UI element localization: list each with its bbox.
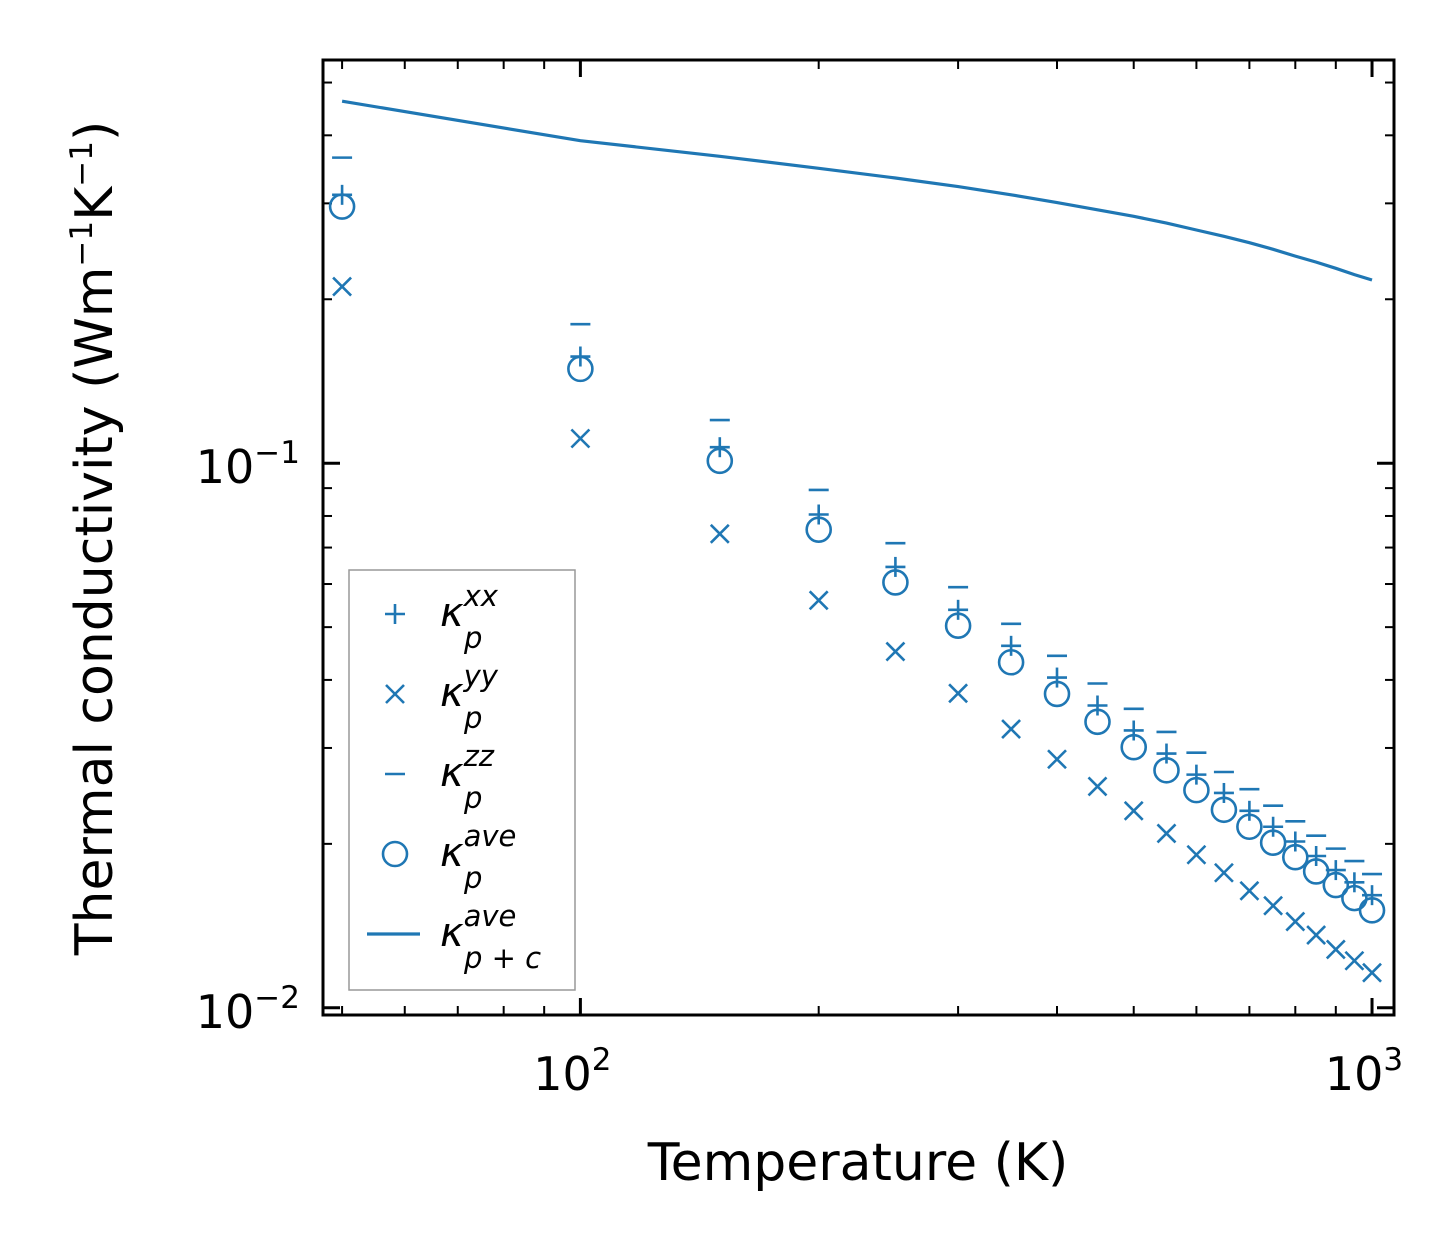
data-point [709,437,730,458]
y-tick-label: 10−2 [196,980,300,1039]
legend-frame [348,569,576,991]
data-point [1239,880,1260,901]
data-point [1263,816,1284,837]
data-point [1263,895,1284,916]
data-point [1306,845,1327,866]
data-point [1001,719,1022,739]
data-point [1239,800,1260,821]
data-point [948,599,969,620]
series-layer [328,99,1386,983]
data-point [1362,962,1382,983]
data-point [1186,764,1207,785]
legend-label: κave [440,899,516,956]
data-point [1084,708,1111,736]
data-point [1210,796,1238,824]
data-point [1302,858,1330,885]
data-point [1285,831,1306,852]
data-point [706,447,734,475]
data-point [1282,843,1309,871]
data-point [1156,823,1177,844]
data-point [1213,782,1234,803]
data-point [1325,939,1346,960]
data-point [1285,911,1306,932]
data-point [1153,756,1180,784]
data-point [1123,720,1144,741]
plot-frame [321,58,1396,1017]
legend-subscript: p [463,621,482,655]
y-tick-label: 10−1 [196,435,300,494]
data-point [1120,733,1148,761]
series-line [341,99,1373,282]
data-point [1001,635,1022,656]
data-point [805,516,832,543]
x-axis-label: Temperature (K) [647,1133,1069,1193]
data-point [882,569,909,596]
legend-label: κyy [440,659,499,716]
series-hline [332,156,1383,876]
data-point [570,428,591,449]
legend-marker [385,604,405,624]
data-point [944,612,972,640]
legend-label: κzz [440,739,495,796]
ticks: 102 103 10−1 10−2 [196,60,1403,1101]
data-point [1344,950,1365,971]
legend-subscript: p + c [463,941,541,975]
legend-subscript: p [463,861,482,895]
legend-subscript: p [463,701,482,735]
legend-marker [381,840,409,868]
data-point [1047,667,1068,688]
data-point [1322,871,1350,899]
data-point [1183,776,1210,804]
data-point [1306,925,1327,945]
data-point [332,276,353,297]
x-tick-label: 102 [533,1042,611,1101]
data-point [1214,862,1234,883]
data-point [1123,800,1144,821]
data-point [808,590,829,611]
data-point [948,683,969,704]
data-point [709,523,730,544]
data-point [1186,844,1207,865]
data-point [885,641,906,662]
series-line [341,99,1373,282]
data-point [1087,695,1108,716]
data-point [1047,749,1067,770]
y-axis-label: Thermal conductivity (Wm−1K−1) [64,121,125,957]
series-x [332,276,1382,983]
series-plus [332,184,1383,906]
legend-label: κave [440,819,516,876]
legend-subscript: p [463,781,482,815]
data-point [1358,897,1386,924]
data-point [808,504,829,525]
data-point [997,648,1025,676]
data-point [1341,884,1368,912]
series-circle [328,193,1386,924]
x-tick-label: 103 [1325,1042,1403,1101]
data-point [885,556,906,577]
data-point [567,355,594,383]
data-point [1087,776,1108,797]
data-point [1156,743,1177,764]
data-point [1043,680,1071,708]
legend-marker [385,684,405,704]
data-point [1259,829,1287,856]
data-point [328,193,356,220]
data-point [1236,813,1263,841]
legend-label: κxx [440,579,499,636]
